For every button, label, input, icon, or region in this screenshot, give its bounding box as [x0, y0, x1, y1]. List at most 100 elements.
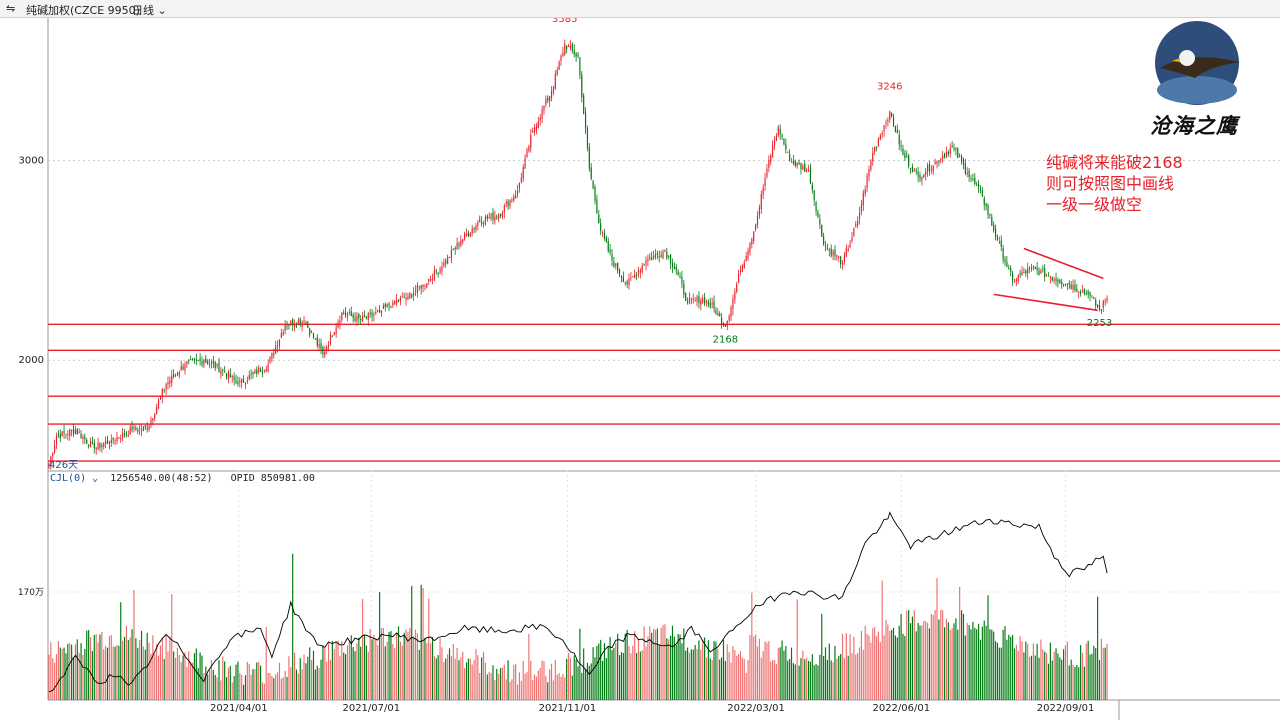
candle-body: [1049, 276, 1051, 278]
volume-bar: [762, 651, 764, 700]
volume-bar: [1040, 639, 1042, 700]
candle-body: [1019, 273, 1021, 276]
volume-bar: [499, 668, 502, 700]
candle-body: [174, 374, 177, 377]
candle-body: [331, 336, 333, 338]
volume-bar: [386, 641, 388, 700]
volume-bar: [947, 622, 949, 700]
candle-body: [652, 255, 655, 259]
volume-bar: [726, 644, 728, 700]
candle-body: [762, 187, 764, 195]
volume-bar: [896, 637, 898, 700]
candle-body: [48, 464, 50, 467]
candle-body: [239, 380, 241, 383]
volume-bar: [770, 661, 772, 700]
volume-bar: [556, 674, 558, 700]
candle-body: [273, 353, 275, 355]
volume-bar: [853, 636, 855, 700]
candle-body: [728, 316, 730, 321]
volume-bar: [533, 674, 536, 700]
volume-bar: [114, 646, 116, 700]
volume-bar: [755, 634, 757, 700]
candle-body: [307, 322, 309, 328]
volume-bar: [343, 652, 345, 700]
volume-bar: [407, 631, 409, 700]
candle-body: [116, 436, 118, 442]
candle-body: [244, 382, 247, 385]
volume-bar: [696, 648, 698, 700]
volume-bar: [471, 664, 473, 700]
volume-bar: [554, 659, 556, 700]
candle-body: [114, 440, 116, 442]
candle-body: [983, 197, 985, 205]
candle-body: [309, 328, 311, 335]
volume-bar: [783, 650, 785, 700]
candle-body: [1074, 284, 1076, 290]
volume-bar: [679, 634, 681, 700]
candle-body: [363, 314, 366, 318]
candle-body: [137, 429, 139, 432]
candle-body: [853, 227, 855, 236]
annotation-line-1: 纯碱将来能破2168: [1046, 153, 1183, 172]
volume-bar: [352, 647, 354, 700]
volume-bar: [537, 670, 539, 700]
candle-body: [326, 346, 328, 350]
candle-body: [600, 223, 602, 231]
candle-body: [573, 50, 575, 55]
volume-bar: [668, 639, 670, 700]
volume-bar: [163, 658, 165, 700]
symbol-title[interactable]: 纯碱加权(CZCE 9950): [26, 4, 140, 17]
volume-bar: [926, 622, 929, 700]
logo-beak: [1172, 58, 1180, 62]
volume-bar: [579, 628, 581, 700]
volume-bar: [756, 646, 759, 700]
candle-body: [167, 382, 169, 385]
volume-bar: [834, 645, 836, 700]
volume-bar: [541, 660, 543, 700]
candle-body: [195, 359, 197, 361]
volume-bar: [241, 674, 243, 700]
candle-body: [1010, 268, 1012, 272]
candle-body: [72, 428, 75, 435]
candle-body: [356, 315, 358, 322]
volume-bar: [462, 651, 464, 700]
candle-body: [758, 207, 760, 216]
volume-bar: [545, 676, 547, 700]
volume-bar: [651, 632, 653, 700]
volume-bar: [310, 660, 313, 700]
candle-body: [101, 445, 103, 448]
candle-body: [622, 276, 624, 283]
candle-body: [103, 443, 105, 447]
volume-bar: [414, 629, 417, 700]
candle-body: [171, 375, 173, 383]
volume-bar: [913, 610, 915, 700]
candle-body: [214, 362, 216, 369]
volume-bar: [877, 631, 880, 700]
candle-body: [688, 297, 691, 304]
indicator-chevron-icon[interactable]: ⌄: [86, 473, 105, 484]
indicator-name[interactable]: CJL(0): [50, 473, 87, 484]
volume-bar: [259, 665, 262, 700]
candle-body: [702, 298, 704, 303]
candle-body: [632, 276, 634, 278]
candle-body: [526, 149, 528, 157]
volume-bar: [1021, 641, 1023, 700]
candle-body: [611, 254, 613, 261]
candle-body: [488, 217, 490, 219]
volume-bar: [909, 623, 912, 700]
volume-bar: [564, 677, 566, 700]
candle-body: [800, 163, 802, 170]
volume-bar: [715, 641, 717, 700]
volume-bar: [54, 662, 56, 700]
period-selector[interactable]: 日线 ⌄: [132, 2, 167, 18]
volume-bar: [796, 599, 798, 700]
chart-link-icon[interactable]: ⇋: [6, 2, 16, 15]
candle-body: [513, 196, 515, 201]
volume-bar: [603, 642, 606, 700]
volume-bar: [356, 643, 358, 700]
volume-bar: [976, 629, 978, 700]
candle-body: [541, 109, 543, 120]
volume-bar: [71, 644, 73, 700]
candle-body: [188, 359, 190, 361]
